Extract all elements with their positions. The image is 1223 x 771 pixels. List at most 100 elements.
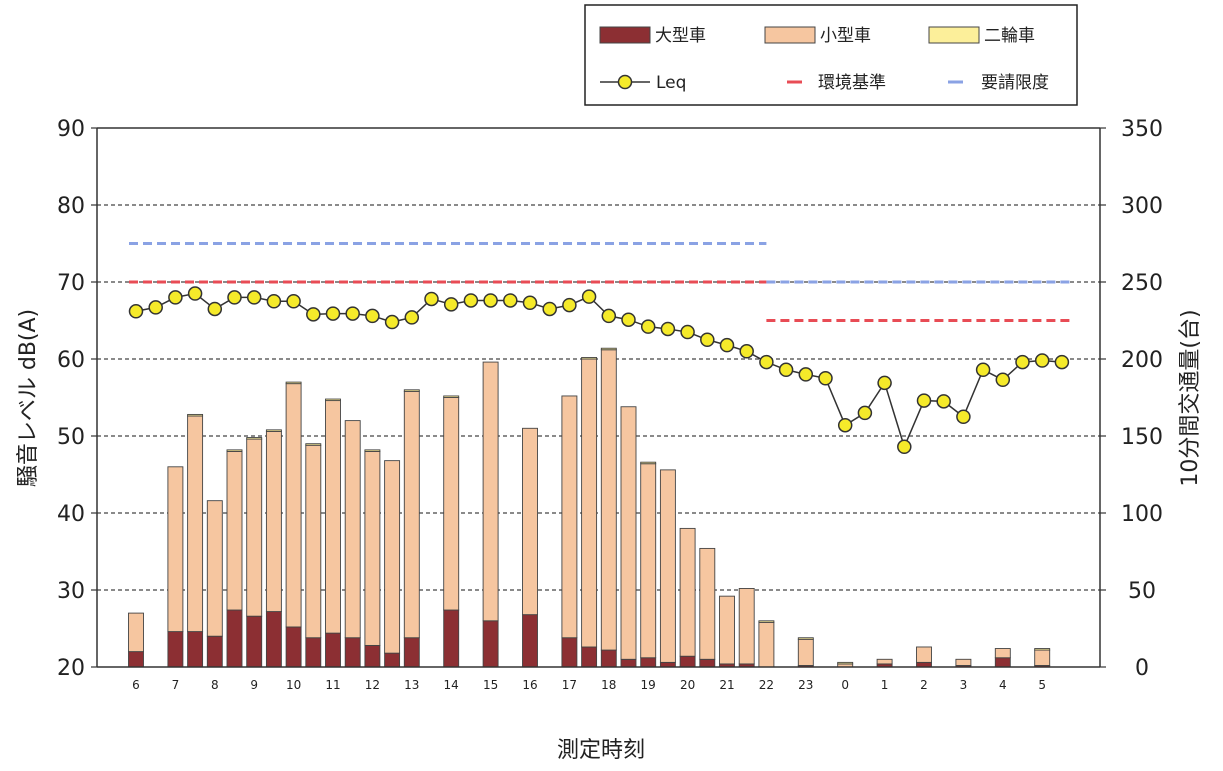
- bar-large: [285, 626, 302, 668]
- x-tick-label: 23: [798, 678, 813, 692]
- leq-point: [227, 290, 242, 305]
- bar-small: [364, 450, 381, 646]
- leq-point: [936, 394, 951, 409]
- x-tick-label: 0: [841, 678, 849, 692]
- leq-point: [837, 417, 853, 433]
- bar-large: [679, 655, 696, 668]
- bar-large: [305, 637, 322, 668]
- bar-moto: [581, 357, 598, 360]
- leq-point: [384, 314, 400, 330]
- left-tick-label: 30: [57, 579, 85, 604]
- grid-layer: [97, 204, 1100, 591]
- leq-point: [778, 362, 794, 378]
- bar-moto: [443, 395, 460, 398]
- bar-small: [128, 612, 144, 653]
- leq-point: [463, 293, 479, 308]
- leq-point: [404, 310, 420, 325]
- bar-moto: [640, 461, 657, 465]
- leq-point: [345, 306, 360, 321]
- x-tick-label: 19: [641, 678, 656, 692]
- bar-small: [443, 397, 460, 611]
- leq-point: [975, 362, 991, 378]
- bar-moto: [187, 413, 204, 417]
- bar-moto: [285, 381, 302, 385]
- bar-small: [285, 383, 302, 628]
- legend-swatch: [928, 26, 980, 44]
- left-tick-label: 70: [57, 271, 85, 296]
- leq-point: [739, 344, 754, 359]
- bar-large: [640, 657, 657, 668]
- left-tick-label: 60: [57, 348, 85, 373]
- leq-point: [1034, 353, 1050, 368]
- bar-large: [482, 620, 499, 668]
- leq-point: [956, 409, 971, 424]
- bar-small: [581, 358, 598, 648]
- bar-large: [581, 646, 598, 668]
- leq-point: [897, 439, 912, 455]
- bar-small: [620, 406, 637, 660]
- right-tick-label: 150: [1121, 425, 1163, 450]
- bar-large: [620, 658, 637, 668]
- right-tick-label: 200: [1121, 348, 1163, 373]
- leq-point: [148, 300, 163, 315]
- bar-small: [325, 400, 341, 634]
- leq-point: [759, 354, 774, 370]
- x-tick-label: 16: [522, 678, 537, 692]
- legend-label: 小型車: [820, 26, 871, 46]
- leq-point: [187, 286, 203, 301]
- bar-small: [679, 527, 696, 657]
- left-tick-label: 20: [57, 656, 85, 681]
- leq-point: [286, 294, 301, 309]
- bar-moto: [265, 429, 282, 432]
- bar-small: [226, 450, 243, 611]
- x-tick-label: 17: [562, 678, 577, 692]
- right-tick-label: 250: [1121, 271, 1163, 296]
- legend-swatch: [764, 26, 816, 44]
- legend-label: 環境基準: [818, 73, 886, 93]
- bar-large: [600, 649, 617, 668]
- bar-small: [916, 646, 932, 663]
- x-tick-label: 6: [132, 678, 140, 692]
- bar-large: [265, 611, 282, 668]
- x-tick-label: 12: [365, 678, 380, 692]
- bar-small: [1034, 649, 1051, 666]
- bar-large: [384, 652, 401, 668]
- x-tick-label: 5: [1038, 678, 1046, 692]
- leq-layer: [128, 286, 1070, 455]
- x-tick-label: 13: [404, 678, 419, 692]
- leq-point: [857, 405, 873, 421]
- leq-point: [246, 290, 262, 305]
- x-tick-label: 11: [325, 678, 340, 692]
- legend-leq-marker: [617, 74, 633, 90]
- x-tick-label: 4: [999, 678, 1007, 692]
- leq-point: [522, 295, 538, 311]
- right-tick-label: 100: [1121, 502, 1163, 527]
- bar-small: [403, 390, 420, 639]
- right-tick-label: 50: [1128, 579, 1156, 604]
- left-axis-title: 騒音レベル dB(A): [16, 309, 41, 487]
- bar-small: [561, 395, 578, 639]
- left-tick-label: 50: [57, 425, 85, 450]
- right-tick-label: 0: [1135, 656, 1149, 681]
- x-tick-label: 7: [172, 678, 180, 692]
- bar-small: [384, 460, 401, 654]
- bar-small: [206, 500, 223, 637]
- legend-layer: 大型車 小型車 二輪車 Leq 環境基準 要請限度: [584, 4, 1078, 106]
- leq-point: [660, 321, 676, 337]
- leq-point: [680, 324, 695, 340]
- leq-point: [1015, 354, 1030, 370]
- leq-point: [542, 301, 557, 317]
- bar-moto: [1034, 648, 1051, 651]
- left-tick-label: 90: [57, 117, 85, 142]
- limit-layer: [129, 242, 1072, 322]
- leq-point: [128, 304, 144, 319]
- x-tick-label: 2: [920, 678, 928, 692]
- legend-label: 要請限度: [981, 73, 1049, 93]
- leq-point: [443, 297, 459, 312]
- bar-large: [994, 657, 1011, 668]
- bar-small: [876, 658, 893, 665]
- bar-large: [364, 644, 381, 668]
- x-tick-label: 21: [719, 678, 734, 692]
- right-tick-label: 350: [1121, 117, 1163, 142]
